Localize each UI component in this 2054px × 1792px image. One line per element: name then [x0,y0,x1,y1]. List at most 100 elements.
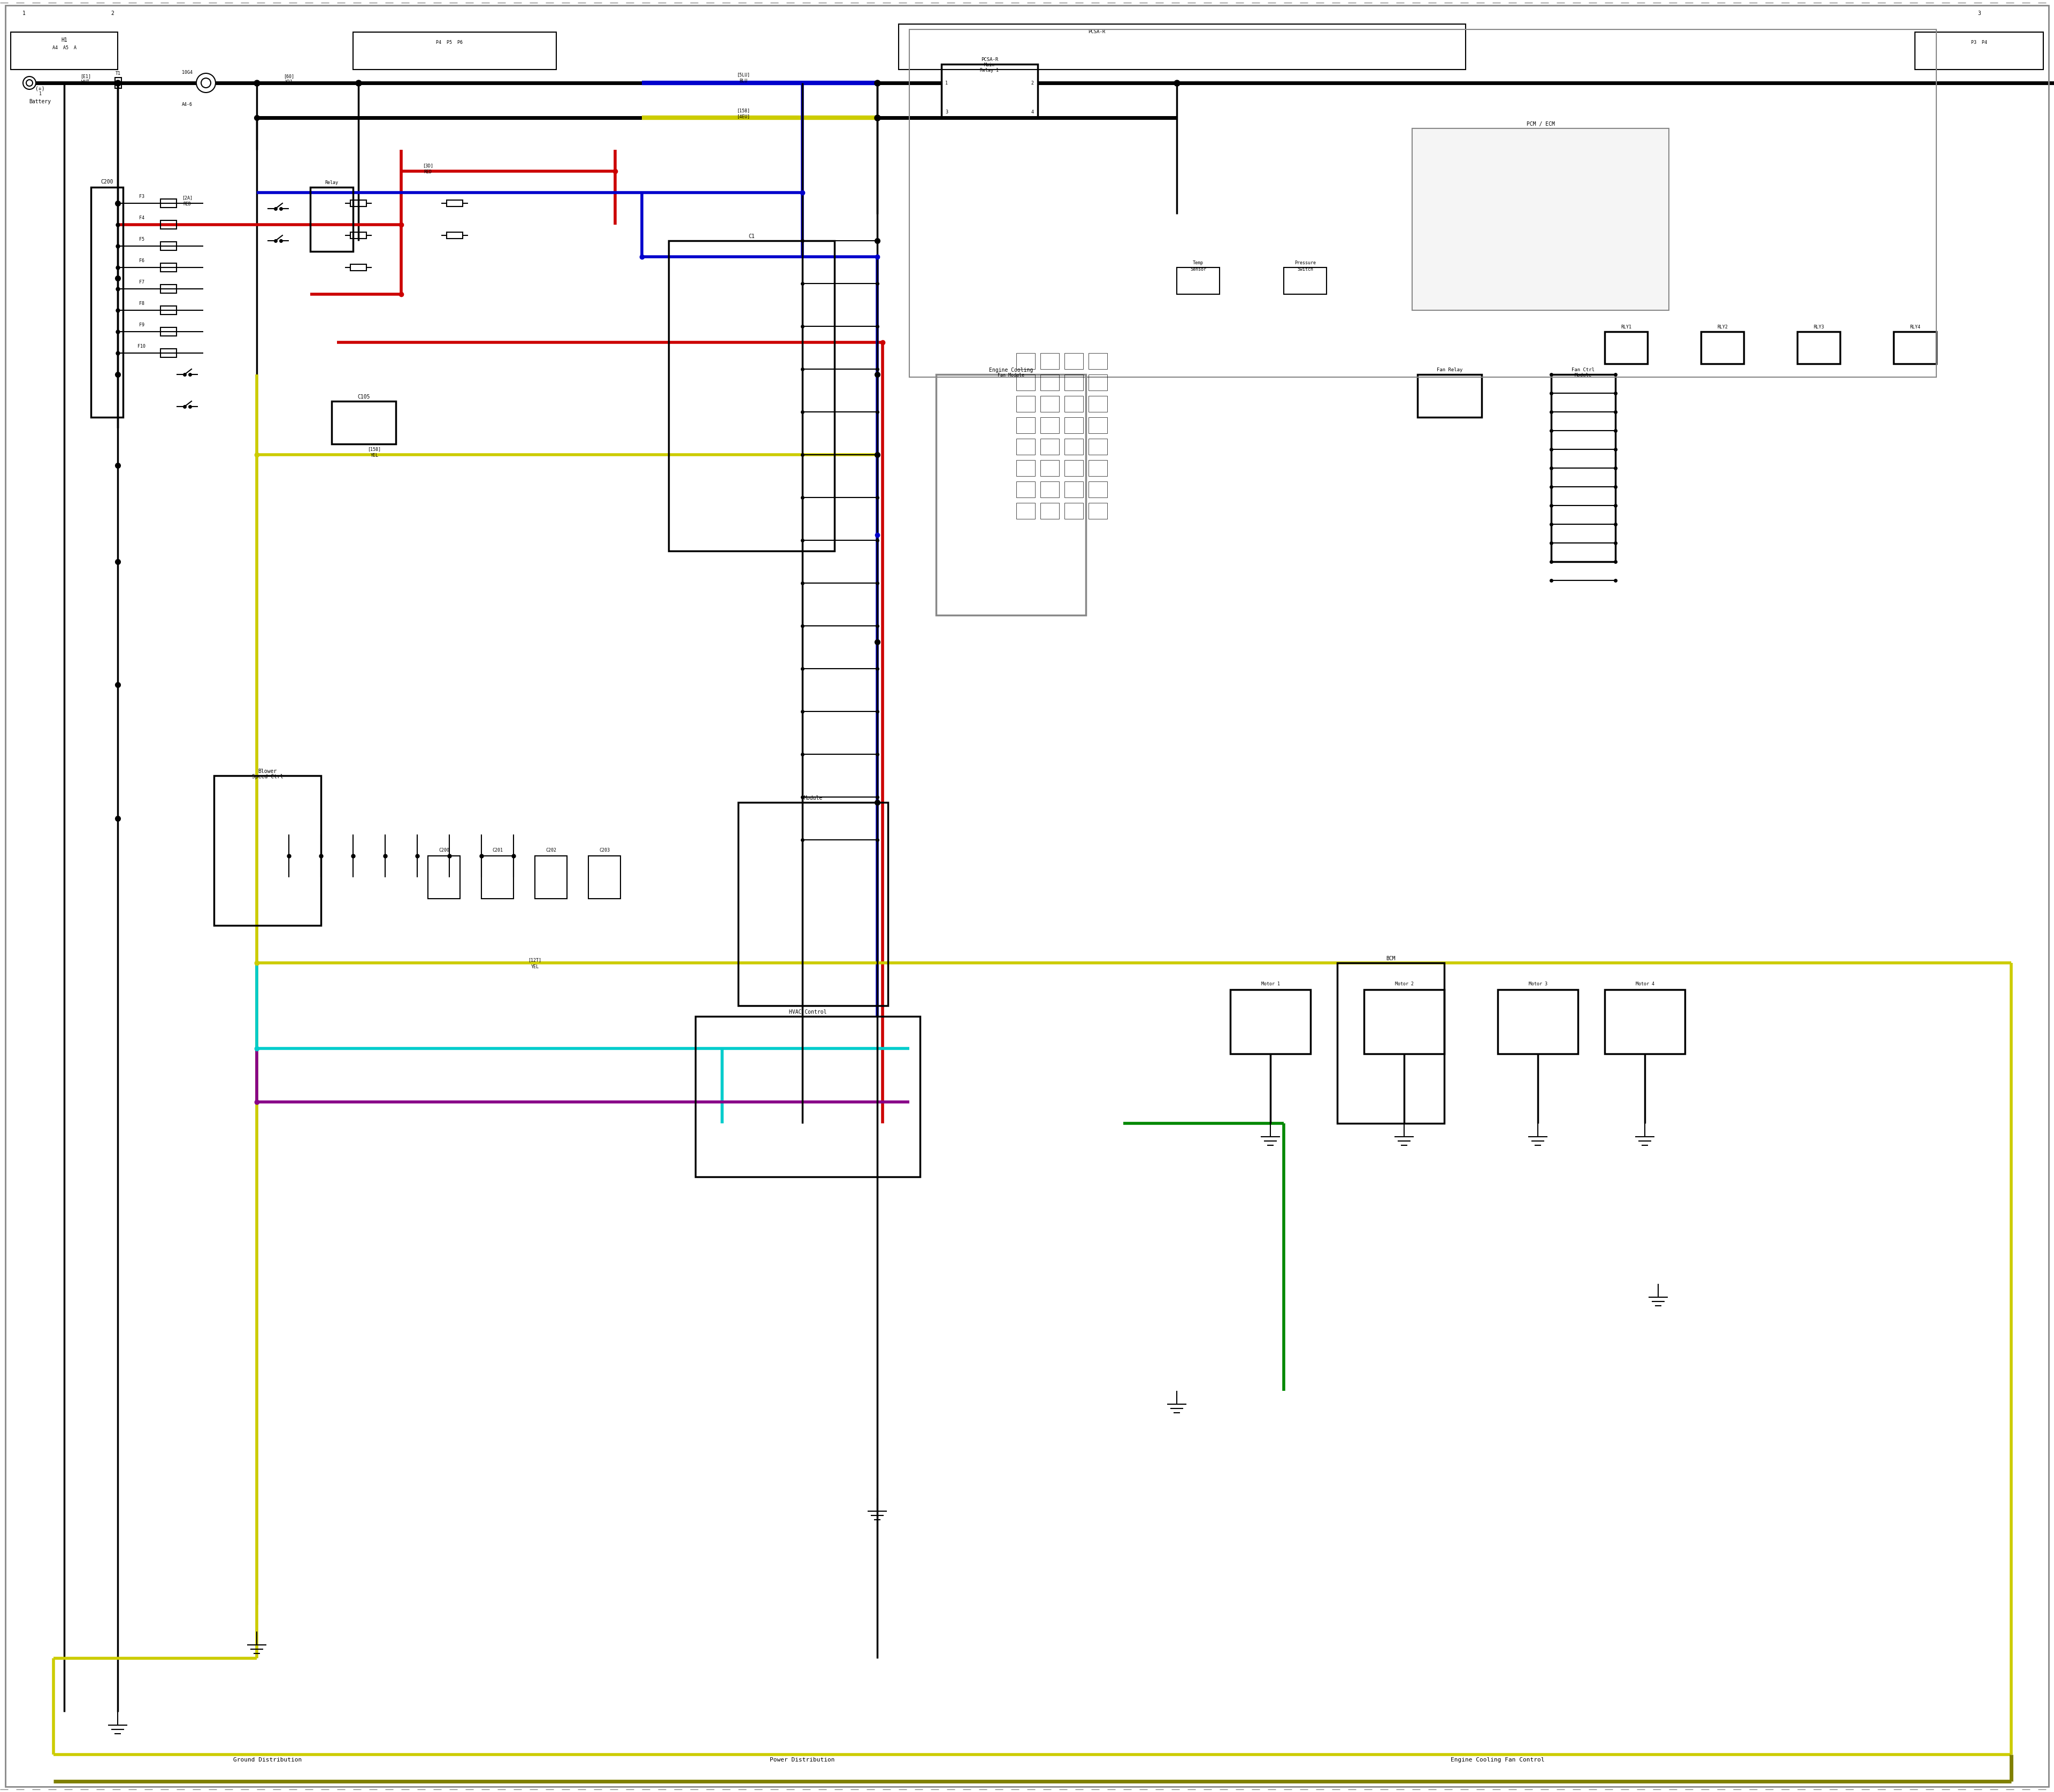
Bar [90,186,123,418]
Bar [696,1016,920,1177]
Bar [1089,375,1107,391]
Text: (+): (+) [35,86,45,91]
Text: BCM: BCM [1386,955,1395,961]
Text: 1: 1 [117,84,119,90]
Bar [1230,989,1310,1054]
Bar [1444,186,1577,294]
Bar [670,240,834,550]
Bar [1417,375,1481,418]
Bar [1177,267,1220,294]
Bar [160,306,177,315]
Text: Power Distribution: Power Distribution [770,1758,834,1763]
Bar [737,803,887,1005]
Text: IP Fuse Block: IP Fuse Block [1491,181,1532,186]
Bar [1089,396,1107,412]
Text: 1: 1 [945,81,949,86]
Bar [1364,989,1444,1054]
Text: Ground Distribution: Ground Distribution [234,1758,302,1763]
Bar [1413,129,1668,310]
Text: RLY2: RLY2 [1717,324,1727,330]
Bar [446,233,462,238]
Text: F7: F7 [140,280,144,285]
Text: [158]: [158] [368,446,382,452]
Text: 10G4: 10G4 [183,70,193,75]
Text: C200: C200 [101,179,113,185]
Text: Motor 2: Motor 2 [1395,982,1413,987]
Bar [446,201,462,206]
Text: Motor 3: Motor 3 [1528,982,1547,987]
Text: F6: F6 [140,258,144,263]
Bar [1089,418,1107,434]
Text: T1: T1 [115,72,121,77]
Circle shape [201,79,212,88]
Bar [214,776,320,925]
Text: Fan Ctrl: Fan Ctrl [1571,367,1594,373]
Bar [1017,504,1035,520]
Bar [331,401,396,444]
Text: Switch: Switch [1298,267,1313,271]
Bar [353,32,557,70]
Bar [1064,504,1082,520]
Text: Speed Ctrl: Speed Ctrl [253,774,283,780]
Text: Motor 4: Motor 4 [1635,982,1653,987]
Bar [1284,267,1327,294]
Text: RED: RED [183,202,191,206]
Text: Module: Module [803,796,822,801]
Bar [115,77,121,88]
Bar [1064,482,1082,498]
Bar [1064,353,1082,369]
Bar [160,285,177,294]
Text: YEL: YEL [530,964,538,969]
Bar [900,23,1467,70]
Bar [534,857,567,898]
Bar [1041,353,1060,369]
Bar [1089,504,1107,520]
Text: Engine Cooling Fan Control: Engine Cooling Fan Control [1450,1758,1545,1763]
Text: 3: 3 [1978,11,1980,16]
Text: A4-6: A4-6 [183,102,193,108]
Bar [1064,418,1082,434]
Bar [937,375,1087,615]
Bar [10,32,117,70]
Circle shape [27,79,33,86]
Bar [160,328,177,335]
Text: C202: C202 [546,848,557,853]
Bar [1041,439,1060,455]
Text: Blower: Blower [259,769,277,774]
Text: C203: C203 [600,848,610,853]
Text: [5LU]: [5LU] [737,72,750,77]
Bar [1089,439,1107,455]
Bar [1017,396,1035,412]
Text: RLY3: RLY3 [1814,324,1824,330]
Bar [587,857,620,898]
Text: Pressure: Pressure [1294,262,1317,265]
Bar [1041,375,1060,391]
Text: C201: C201 [493,848,503,853]
Text: BLU: BLU [739,79,748,84]
Text: C1: C1 [748,233,754,238]
Text: Sensor: Sensor [1189,267,1206,271]
Bar [910,29,1937,376]
Circle shape [197,73,216,93]
Text: F10: F10 [138,344,146,349]
Text: YEL: YEL [370,453,378,459]
Text: F5: F5 [140,237,144,242]
Text: [2A]: [2A] [183,195,193,201]
Bar [1041,504,1060,520]
Bar [160,199,177,208]
Bar [1017,418,1035,434]
Text: F9: F9 [140,323,144,328]
Bar [160,242,177,251]
Bar [1017,353,1035,369]
Text: PCSA-R: PCSA-R [982,57,998,63]
Bar [160,220,177,229]
Text: Temp: Temp [1193,262,1204,265]
Text: F3: F3 [140,195,144,199]
Text: A4  A5  A: A4 A5 A [51,47,76,50]
Text: [E1]: [E1] [80,73,90,79]
Bar [1041,461,1060,477]
Text: Main: Main [984,63,994,68]
Bar [1914,32,2044,70]
Bar [481,857,514,898]
Bar [1064,396,1082,412]
